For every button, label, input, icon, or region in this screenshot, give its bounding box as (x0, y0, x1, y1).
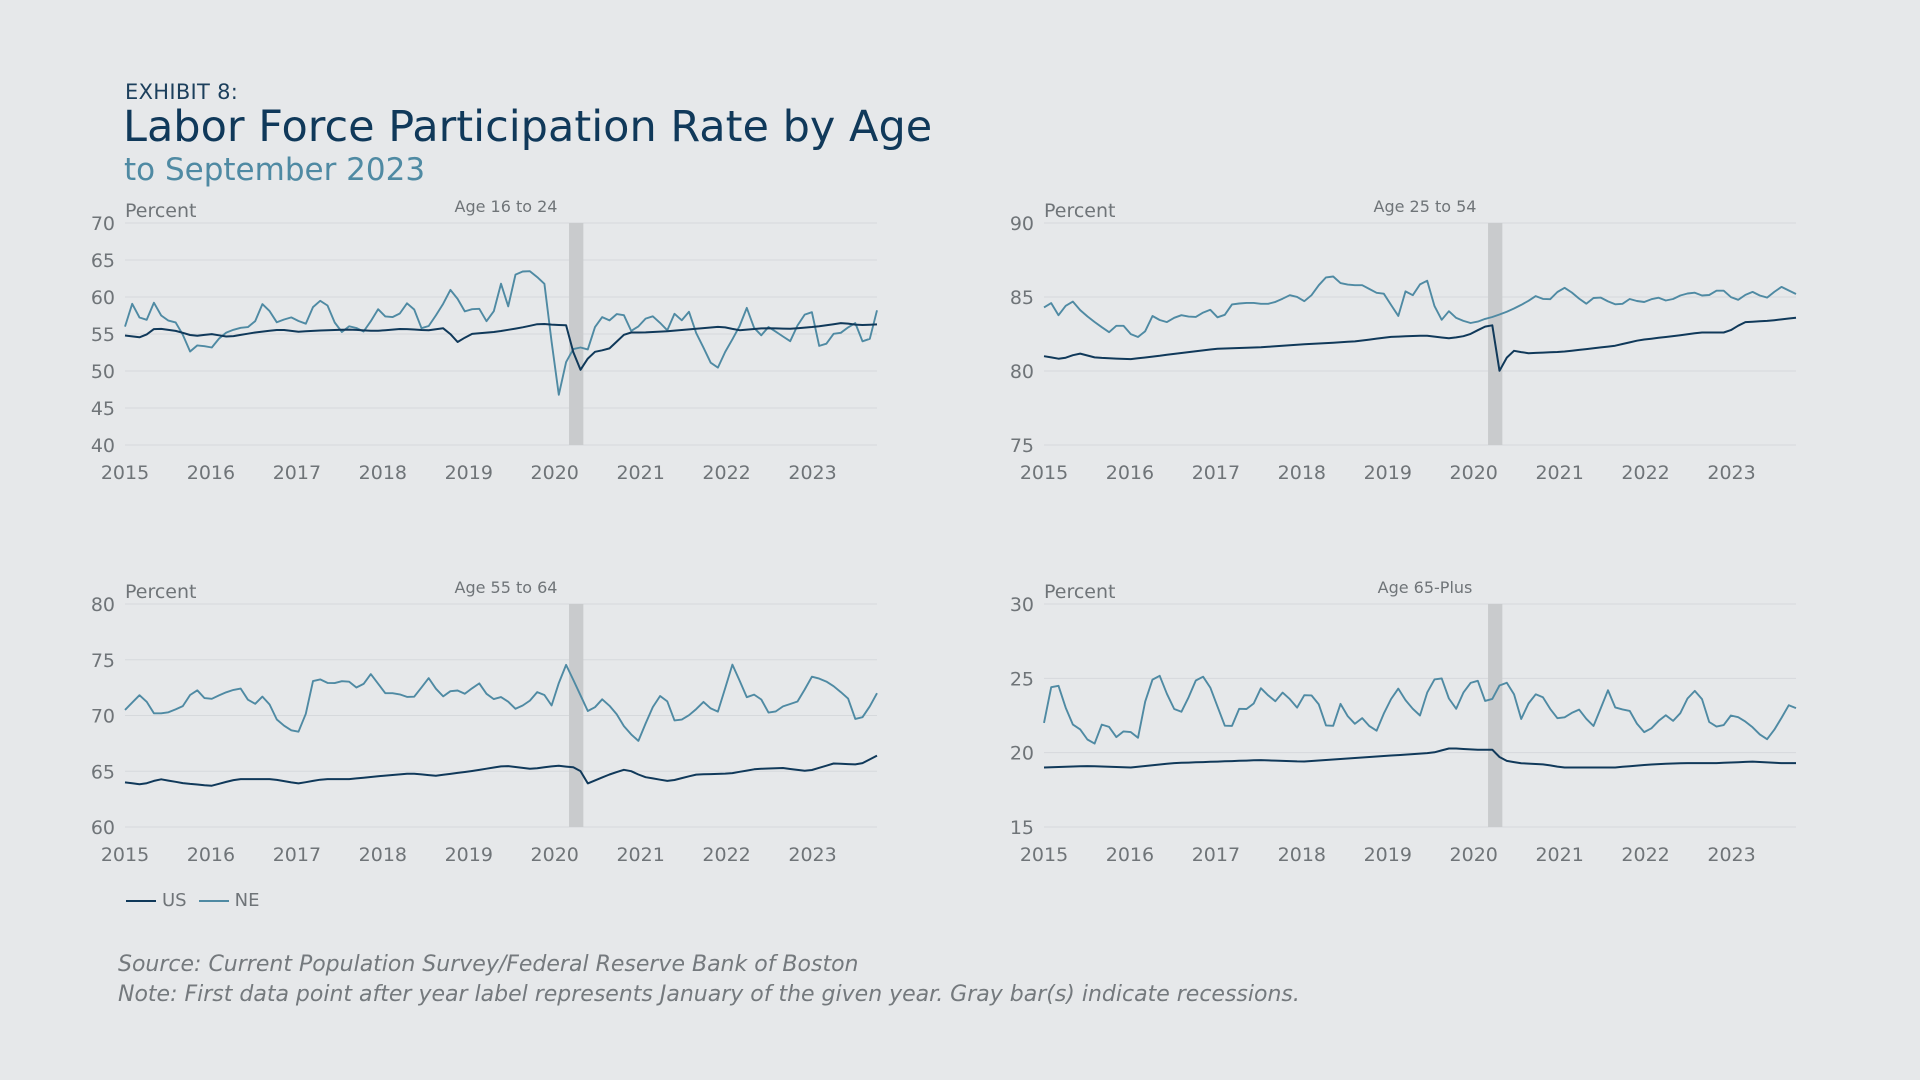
series-line-ne (1043, 275, 1797, 338)
x-tick-label: 2018 (359, 844, 407, 866)
x-tick-label: 2018 (1278, 462, 1326, 484)
panel-title: Age 55 to 64 (455, 578, 558, 597)
recession-note: Note: First data point after year label … (118, 982, 1300, 1007)
panel-title: Age 65-Plus (1378, 578, 1473, 597)
y-tick-label: 85 (1010, 287, 1034, 309)
legend-label-us: US (162, 890, 187, 911)
series-line-us (124, 322, 878, 371)
series-line-us (1043, 747, 1796, 769)
page-title: Labor Force Participation Rate by Age (123, 102, 933, 152)
x-tick-label: 2021 (616, 462, 664, 484)
y-axis-label: Percent (1044, 200, 1116, 222)
series-line-us (124, 754, 878, 787)
chart-panel: 60 65 70 75 80 2015 2016 2017 2018 2019 2020 2021 20… (91, 578, 878, 866)
x-tick-label: 2020 (531, 462, 579, 484)
x-tick-label: 2020 (1450, 844, 1498, 866)
x-tick-label: 2019 (445, 462, 493, 484)
y-axis-label: Percent (125, 581, 197, 603)
x-tick-label: 2020 (531, 844, 579, 866)
y-tick-label: 60 (91, 817, 115, 839)
y-tick-label: 80 (1010, 361, 1034, 383)
chart-panel: 75 80 85 90 2015 2016 2017 2018 2019 2020 2021 2022… (1010, 197, 1797, 484)
recession-bar (569, 223, 584, 445)
y-tick-label: 75 (1010, 435, 1034, 457)
exhibit-label: EXHIBIT 8: (125, 80, 239, 104)
series-line-us (1043, 316, 1797, 372)
legend-swatch-ne (198, 899, 229, 902)
x-tick-label: 2015 (101, 844, 149, 866)
x-tick-label: 2016 (1106, 462, 1154, 484)
chart-panel: 15 20 25 30 2015 2016 2017 2018 2019 2020 2021 2022… (1010, 578, 1797, 866)
series-line-ne (124, 270, 878, 396)
y-tick-label: 25 (1010, 668, 1034, 690)
x-tick-label: 2016 (187, 462, 235, 484)
x-tick-label: 2018 (1278, 844, 1326, 866)
recession-bar (1488, 604, 1503, 827)
y-tick-label: 70 (91, 706, 115, 728)
y-tick-label: 55 (91, 324, 115, 346)
y-tick-label: 70 (91, 213, 115, 235)
chart-panel: 40 45 50 55 60 65 70 2015 2016 2017 2018 2019 2020 20… (91, 197, 878, 484)
recession-bar (569, 604, 584, 827)
x-tick-label: 2017 (273, 844, 321, 866)
y-tick-label: 65 (91, 250, 115, 272)
panel-title: Age 16 to 24 (455, 197, 558, 216)
x-tick-label: 2023 (788, 462, 836, 484)
footnotes: Source: Current Population Survey/Federa… (118, 950, 1300, 1010)
source-note: Source: Current Population Survey/Federa… (118, 952, 859, 977)
legend-label-ne: NE (234, 890, 260, 911)
x-tick-label: 2022 (702, 844, 750, 866)
x-tick-label: 2015 (1020, 462, 1068, 484)
x-tick-label: 2023 (788, 844, 836, 866)
x-tick-label: 2021 (616, 844, 664, 866)
panel-title: Age 25 to 54 (1374, 197, 1477, 216)
series-line-ne (1043, 674, 1797, 745)
x-tick-label: 2022 (702, 462, 750, 484)
x-tick-label: 2019 (1364, 844, 1412, 866)
y-tick-label: 80 (91, 594, 115, 616)
legend-swatch-us (126, 899, 156, 902)
legend-item-us: US (126, 890, 187, 911)
y-tick-label: 60 (91, 287, 115, 309)
x-tick-label: 2016 (1106, 844, 1154, 866)
x-tick-label: 2021 (1535, 844, 1583, 866)
x-tick-label: 2015 (101, 462, 149, 484)
x-tick-label: 2021 (1535, 462, 1583, 484)
y-axis-label: Percent (125, 200, 197, 222)
x-tick-label: 2015 (1020, 844, 1068, 866)
x-tick-label: 2019 (445, 844, 493, 866)
y-tick-label: 45 (91, 398, 115, 420)
y-tick-label: 20 (1010, 743, 1034, 765)
x-tick-label: 2023 (1707, 844, 1755, 866)
page-subtitle: to September 2023 (124, 152, 426, 188)
y-tick-label: 15 (1010, 817, 1034, 839)
x-tick-label: 2017 (1192, 462, 1240, 484)
x-tick-label: 2022 (1621, 844, 1669, 866)
x-tick-label: 2023 (1707, 462, 1755, 484)
x-tick-label: 2017 (273, 462, 321, 484)
y-tick-label: 40 (91, 435, 115, 457)
x-tick-label: 2022 (1621, 462, 1669, 484)
y-tick-label: 30 (1010, 594, 1034, 616)
x-tick-label: 2017 (1192, 844, 1240, 866)
x-tick-label: 2018 (359, 462, 407, 484)
legend-item-ne: NE (198, 890, 260, 911)
y-axis-label: Percent (1044, 581, 1116, 603)
recession-bar (1488, 223, 1503, 445)
series-line-ne (124, 663, 878, 742)
x-tick-label: 2016 (187, 844, 235, 866)
y-tick-label: 65 (91, 761, 115, 783)
y-tick-label: 75 (91, 650, 115, 672)
y-tick-label: 50 (91, 361, 115, 383)
x-tick-label: 2020 (1450, 462, 1498, 484)
y-tick-label: 90 (1010, 213, 1034, 235)
legend: US NE (126, 890, 271, 911)
x-tick-label: 2019 (1364, 462, 1412, 484)
